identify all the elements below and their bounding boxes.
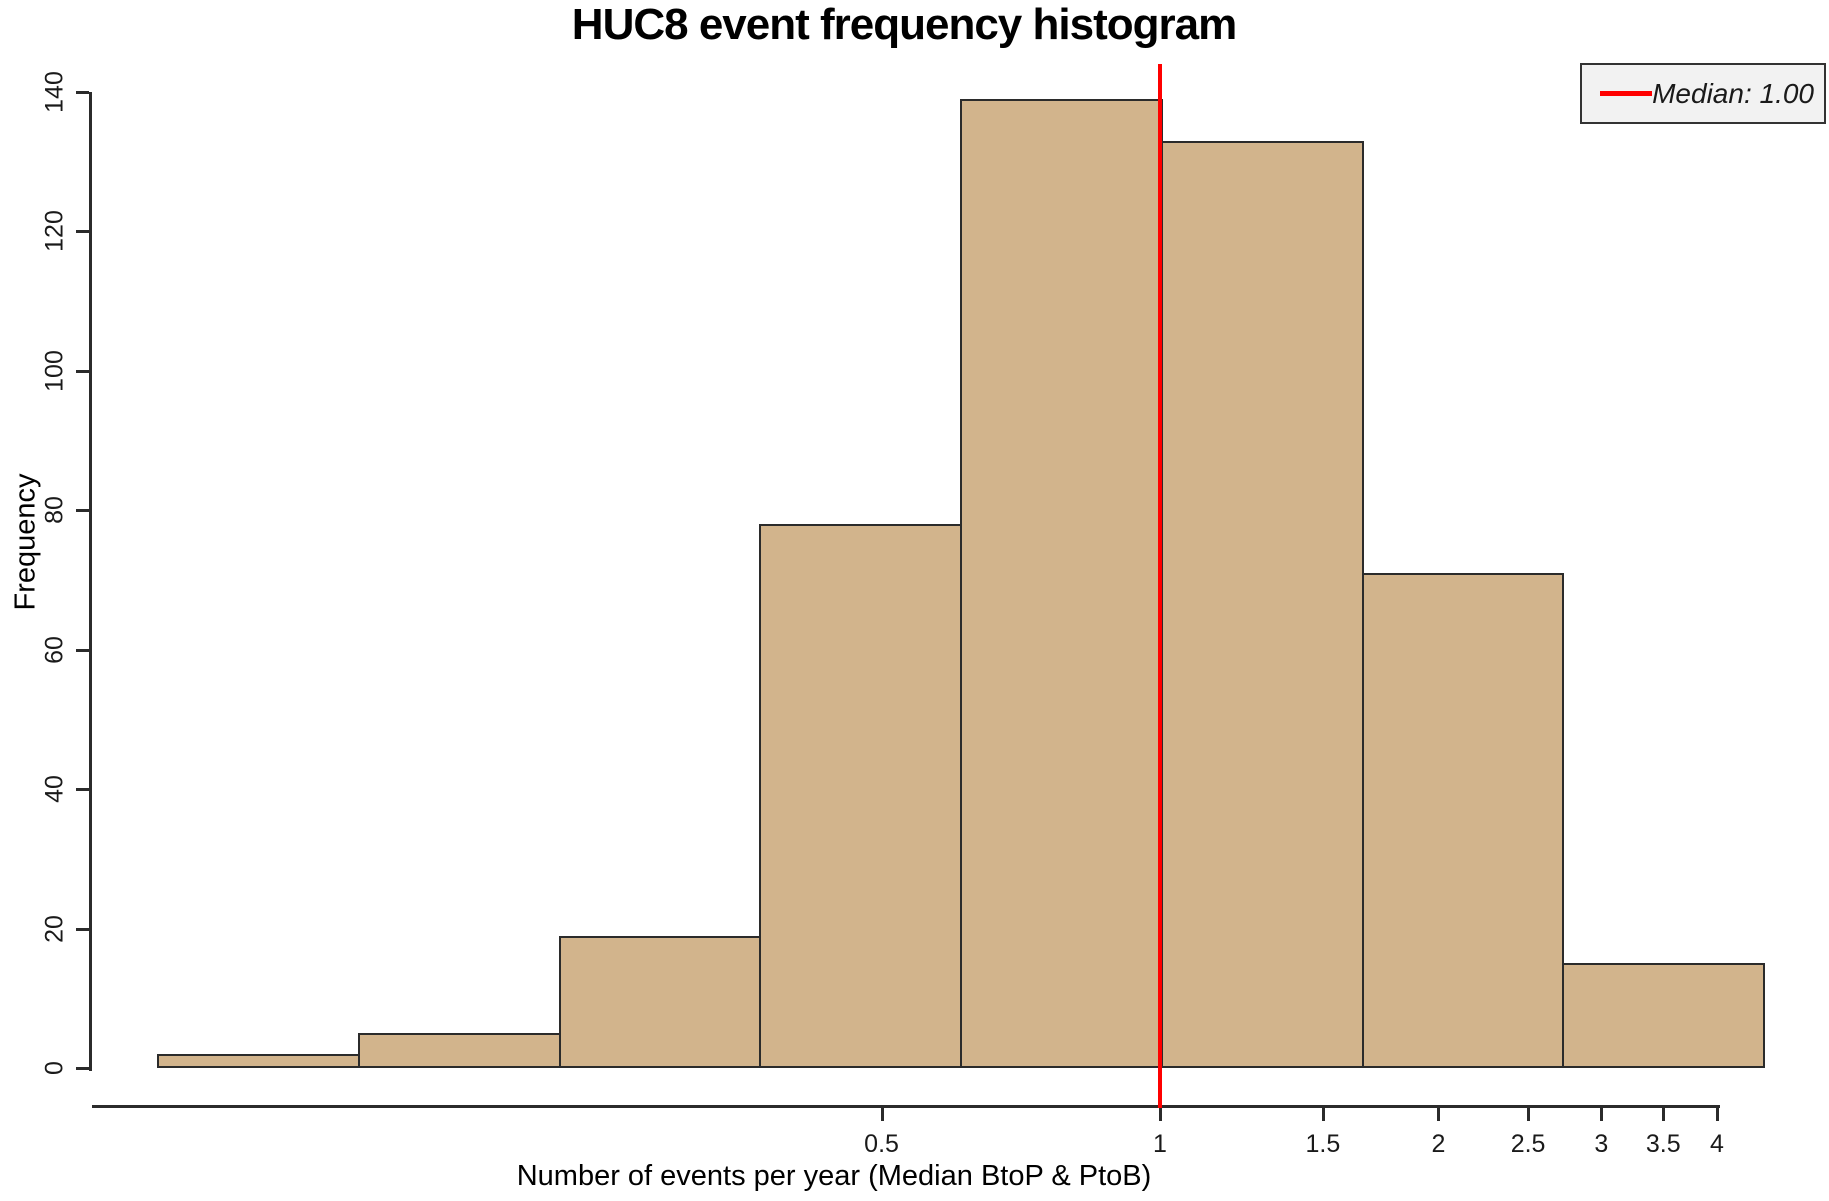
x-axis-line — [92, 1105, 1720, 1108]
histogram-bar — [1562, 963, 1765, 1068]
y-axis-tick-label: 0 — [40, 1061, 69, 1075]
y-axis-tick — [76, 91, 89, 94]
histogram-bar — [558, 935, 762, 1068]
y-axis-tick-label: 80 — [40, 496, 69, 525]
y-axis-tick-label: 120 — [40, 210, 69, 253]
median-line-swatch — [1600, 91, 1652, 96]
y-axis-tick-label: 40 — [40, 775, 69, 804]
y-axis-tick — [76, 509, 89, 513]
y-axis-tick — [76, 648, 89, 652]
x-axis-tick-label: 3 — [1594, 1130, 1609, 1158]
histogram-bar — [157, 1054, 360, 1068]
x-axis-tick — [1715, 1108, 1719, 1121]
x-axis-tick-label: 0.5 — [864, 1130, 899, 1158]
x-axis-tick — [1437, 1108, 1441, 1121]
y-axis-tick — [76, 1067, 89, 1070]
x-axis-tick — [1321, 1108, 1325, 1121]
y-axis-title: Frequency — [9, 473, 42, 611]
x-axis-tick — [880, 1108, 884, 1121]
histogram-bar — [960, 98, 1163, 1068]
x-axis-tick-label: 2.5 — [1510, 1130, 1546, 1158]
legend-label: Median: 1.00 — [1652, 77, 1814, 109]
x-axis-tick-label: 2 — [1431, 1130, 1446, 1158]
y-axis-tick-label: 20 — [40, 914, 69, 943]
y-axis-tick — [76, 927, 89, 931]
y-axis-tick — [76, 788, 89, 792]
legend: Median: 1.00 — [1580, 63, 1826, 124]
y-axis-line — [89, 92, 92, 1071]
median-line — [1158, 64, 1162, 1108]
x-axis-tick-label: 3.5 — [1645, 1130, 1681, 1158]
x-axis-tick — [1600, 1108, 1604, 1121]
x-axis-tick-label: 1 — [1153, 1130, 1167, 1158]
y-axis-tick-label: 140 — [40, 71, 69, 113]
x-axis-tick — [1662, 1108, 1666, 1121]
y-axis-tick-label: 60 — [40, 635, 69, 664]
y-axis-tick — [76, 369, 89, 373]
y-axis-tick — [76, 230, 89, 234]
histogram-bar — [357, 1033, 561, 1068]
chart-title: HUC8 event frequency histogram — [571, 0, 1237, 49]
x-axis-tick — [1527, 1108, 1531, 1121]
y-axis-tick-label: 100 — [40, 349, 69, 392]
histogram-bar — [1361, 573, 1565, 1068]
x-axis-tick-label: 1.5 — [1305, 1130, 1341, 1158]
histogram-bar — [759, 524, 962, 1068]
x-axis-tick-label: 4 — [1709, 1130, 1724, 1158]
x-axis-tick — [1159, 1108, 1162, 1121]
histogram-bar — [1160, 140, 1364, 1068]
x-axis-title: Number of events per year (Median BtoP &… — [516, 1160, 1152, 1192]
